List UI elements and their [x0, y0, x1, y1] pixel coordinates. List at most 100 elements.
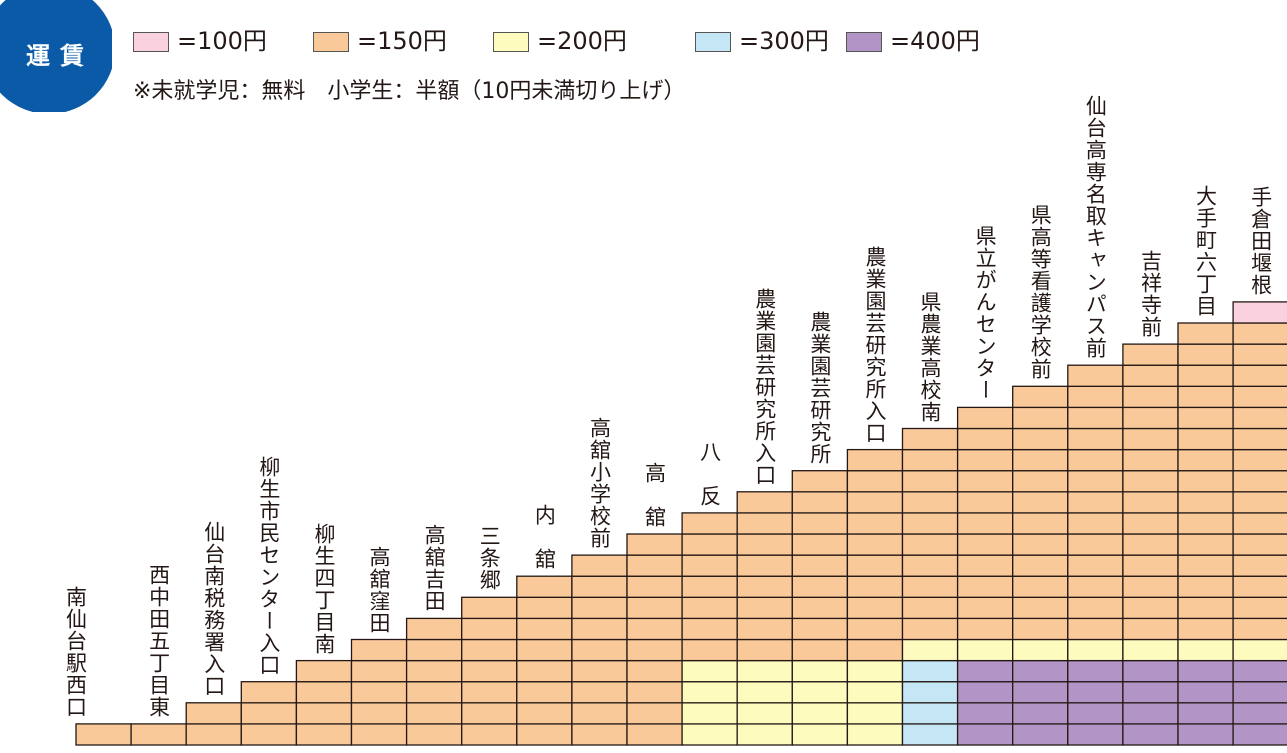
- fare-cell: [571, 575, 628, 598]
- stop-label: 柳生市民センター入口: [256, 455, 281, 676]
- fare-cell: [1232, 491, 1287, 514]
- fare-cell: [1012, 681, 1069, 704]
- fare-cell: [846, 617, 904, 641]
- fare-cell: [1012, 491, 1069, 514]
- stop-label: 三条郷: [477, 525, 502, 592]
- fare-cell: [1232, 533, 1287, 556]
- fare-cell: [1122, 343, 1179, 366]
- fare-cell: [1232, 385, 1287, 409]
- fare-cell: [130, 723, 187, 746]
- fare-cell: [1012, 470, 1069, 493]
- fare-cell: [571, 554, 628, 577]
- fare-cell: [405, 659, 463, 683]
- fare-cell: [1012, 448, 1069, 472]
- fare-cell: [1177, 448, 1234, 472]
- fare-cell: [1067, 427, 1124, 451]
- fare-cell: [1122, 596, 1179, 620]
- fare-cell: [1012, 723, 1069, 746]
- fare-cell: [956, 406, 1014, 430]
- fare-cell: [736, 638, 793, 662]
- fare-cell: [956, 723, 1014, 746]
- stop-label: 仙台南税務署入口: [201, 520, 226, 697]
- fare-cell: [1232, 343, 1287, 366]
- fare-cell: [1177, 638, 1234, 662]
- fare-cell: [846, 575, 904, 598]
- fare-cell: [846, 533, 904, 556]
- legend-swatch: [493, 32, 529, 52]
- fare-cell: [295, 681, 353, 704]
- fare-cell: [626, 659, 683, 683]
- fare-cell: [571, 638, 628, 662]
- fare-cell: [626, 554, 683, 577]
- fare-cell: [736, 533, 793, 556]
- fare-cell: [571, 723, 628, 746]
- fare-cell: [1012, 385, 1069, 409]
- fare-cell: [846, 596, 904, 620]
- fare-cell: [1122, 491, 1179, 514]
- fare-cell: [1232, 638, 1287, 662]
- fare-cell: [1122, 364, 1179, 387]
- fare-cell: [1177, 406, 1234, 430]
- fare-cell: [1177, 470, 1234, 493]
- fare-cell: [1177, 681, 1234, 704]
- fare-cell: [791, 638, 849, 662]
- fare-cell: [956, 470, 1014, 493]
- stop-label: 八 反: [697, 440, 722, 507]
- fare-cell: [681, 638, 738, 662]
- fare-cell: [405, 702, 463, 725]
- fare-cell: [681, 554, 738, 577]
- fare-cell: [461, 681, 518, 704]
- legend-label: =400円: [890, 27, 980, 55]
- fare-cell: [956, 681, 1014, 704]
- fare-cell: [901, 448, 959, 472]
- fare-cell: [1232, 448, 1287, 472]
- fare-cell: [901, 470, 959, 493]
- legend-swatch: [313, 32, 349, 52]
- fare-cell: [1177, 617, 1234, 641]
- fare-cell: [681, 617, 738, 641]
- stop-label: 内 舘: [532, 504, 557, 571]
- fare-cell: [1232, 301, 1287, 324]
- fare-cell: [1122, 575, 1179, 598]
- fare-cell: [295, 723, 353, 746]
- fare-cell: [1122, 554, 1179, 577]
- fare-cell: [956, 638, 1014, 662]
- fare-cell: [1067, 470, 1124, 493]
- fare-cell: [1177, 659, 1234, 683]
- fare-cell: [956, 596, 1014, 620]
- stop-label: 農業園芸研究所入口: [752, 287, 777, 486]
- fare-cell: [1012, 554, 1069, 577]
- fare-cell: [571, 596, 628, 620]
- fare-cell: [1122, 659, 1179, 683]
- fare-cell: [1012, 406, 1069, 430]
- fare-cell: [1177, 533, 1234, 556]
- legend-label: =200円: [537, 27, 627, 55]
- fare-cell: [1067, 596, 1124, 620]
- fare-cell: [736, 596, 793, 620]
- fare-cell: [626, 596, 683, 620]
- fare-cell: [1122, 638, 1179, 662]
- fare-cell: [846, 702, 904, 725]
- fare-cell: [405, 681, 463, 704]
- legend-label: =150円: [357, 27, 447, 55]
- fare-cell: [1232, 575, 1287, 598]
- fare-cell: [1067, 406, 1124, 430]
- fare-cell: [1232, 470, 1287, 493]
- fare-cell: [736, 491, 793, 514]
- fare-cell: [901, 723, 959, 746]
- fare-cell: [240, 681, 298, 704]
- fare-cell: [1177, 596, 1234, 620]
- fare-cell: [1232, 702, 1287, 725]
- fare-cell: [956, 448, 1014, 472]
- fare-cell: [791, 659, 849, 683]
- fare-cell: [516, 617, 573, 641]
- fare-cell: [1012, 617, 1069, 641]
- fare-cell: [240, 723, 298, 746]
- fare-cell: [681, 681, 738, 704]
- stop-label: 農業園芸研究所: [807, 310, 832, 465]
- stop-label: 高舘吉田: [422, 524, 447, 613]
- fare-cell: [901, 554, 959, 577]
- badge-circle: [0, 0, 112, 112]
- fare-cell: [516, 596, 573, 620]
